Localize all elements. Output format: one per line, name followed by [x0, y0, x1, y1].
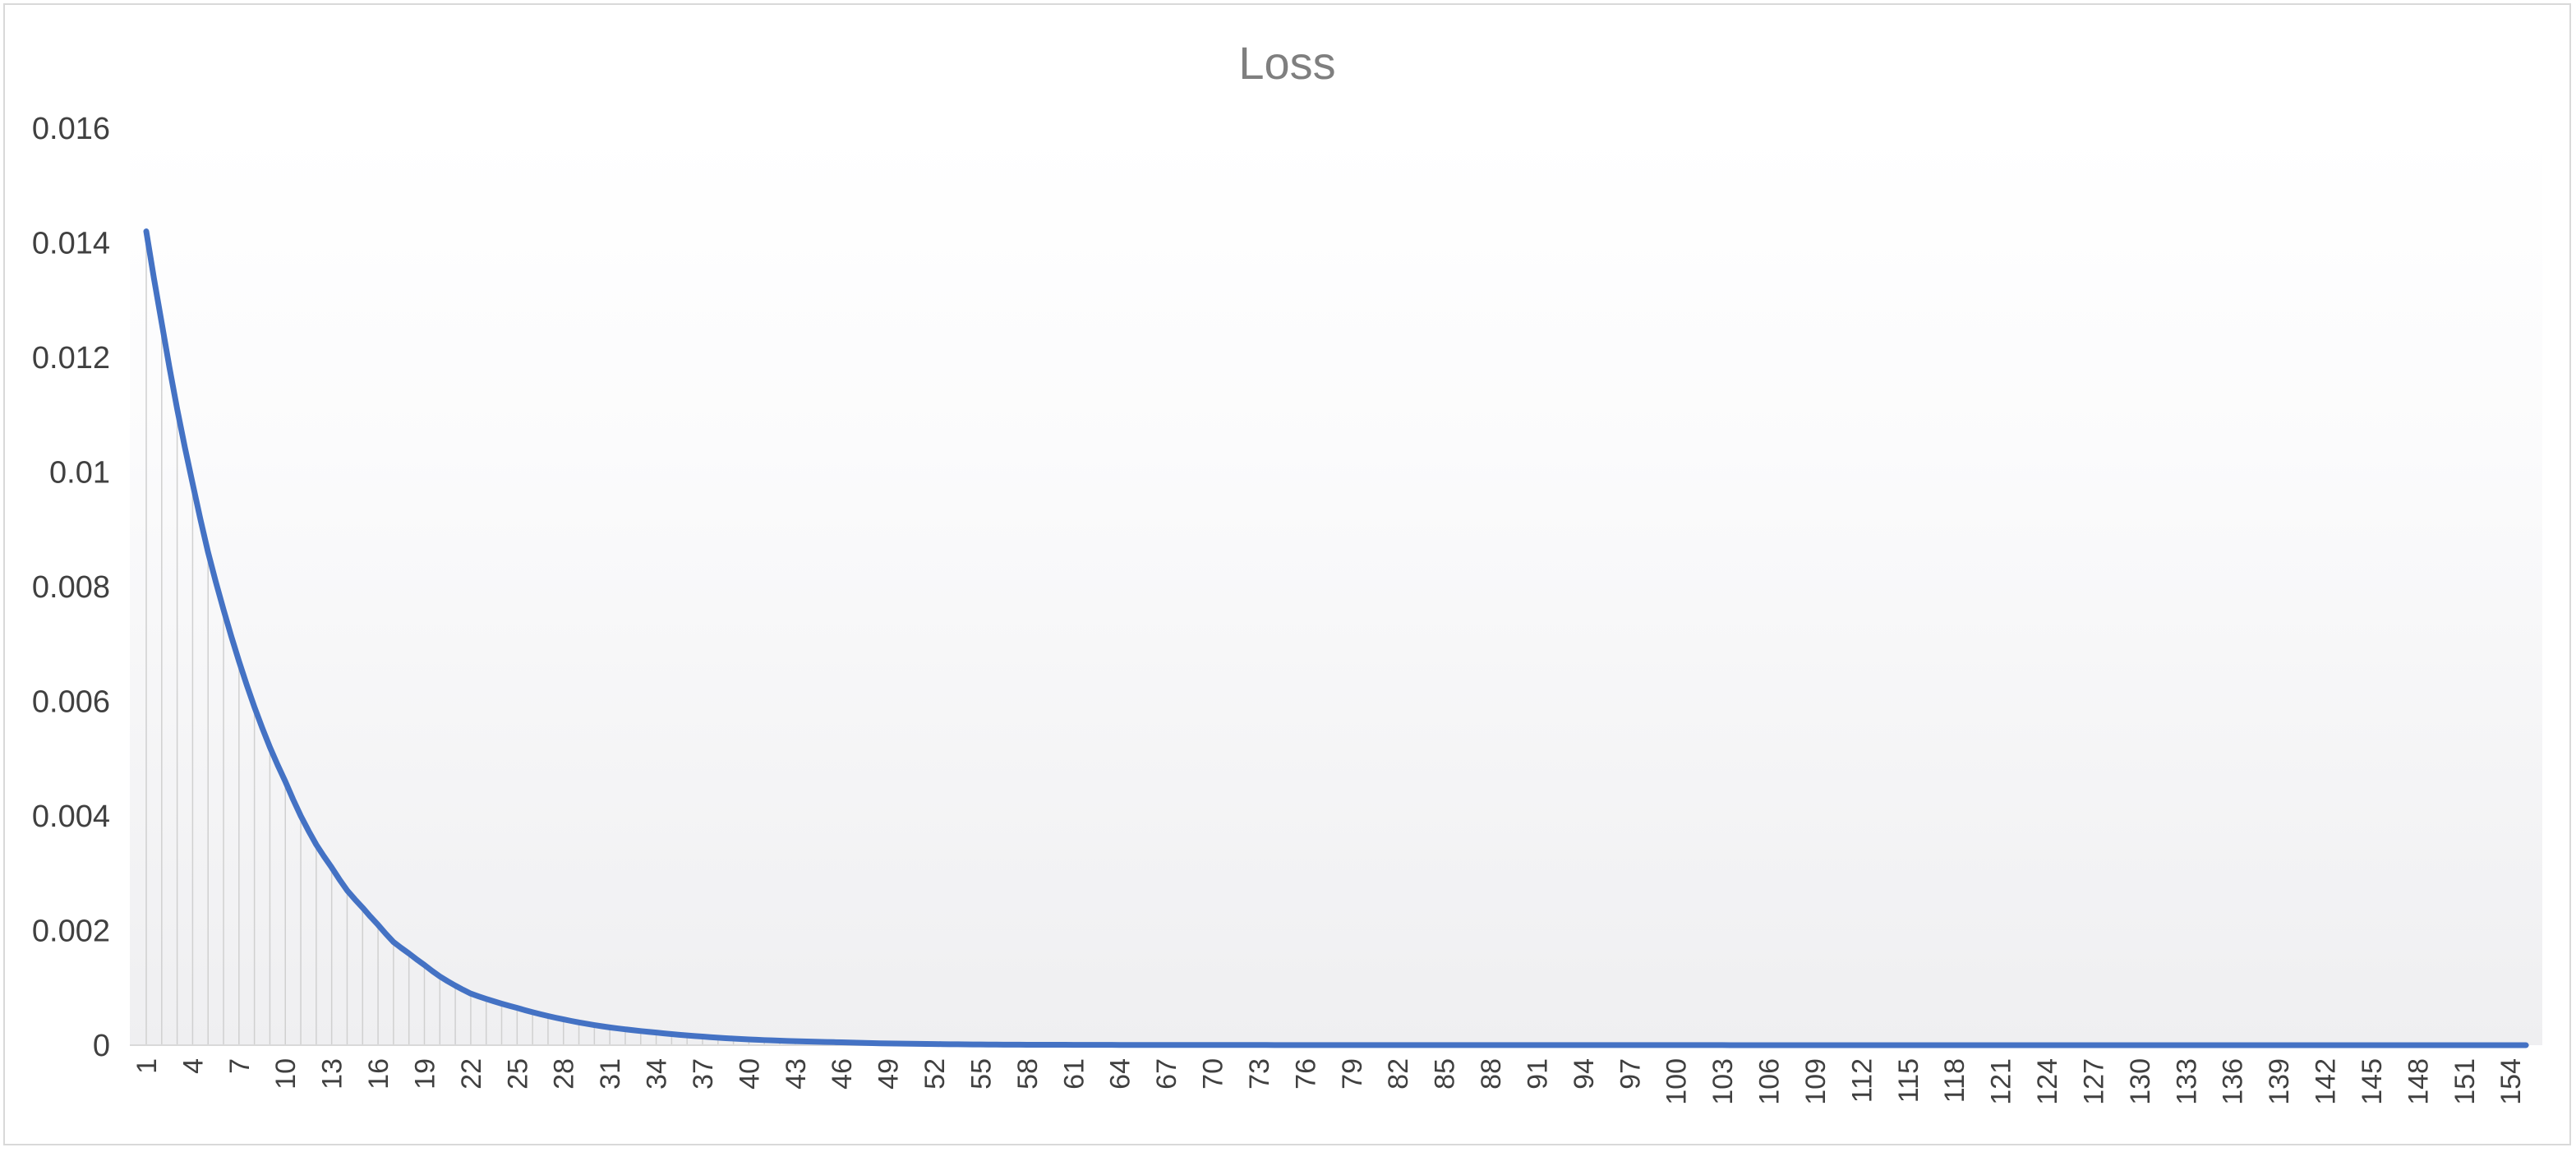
x-tick-label: 10 — [270, 1058, 302, 1090]
x-tick-label: 4 — [177, 1058, 209, 1074]
x-tick-label: 31 — [595, 1058, 626, 1090]
x-tick-label: 133 — [2171, 1058, 2202, 1105]
x-tick-label: 19 — [409, 1058, 440, 1090]
x-tick-label: 25 — [502, 1058, 533, 1090]
x-tick-label: 106 — [1754, 1058, 1786, 1105]
y-tick-label: 0.016 — [32, 112, 110, 146]
plot-background — [130, 128, 2542, 1045]
x-tick-label: 61 — [1058, 1058, 1090, 1090]
x-tick-label: 142 — [2311, 1058, 2342, 1105]
x-tick-label: 34 — [642, 1058, 673, 1090]
x-tick-label: 85 — [1430, 1058, 1461, 1090]
x-tick-label: 79 — [1337, 1058, 1368, 1090]
chart-plot: 0 0.002 0.004 0.006 0.008 0.01 0.012 0.014 0.016… — [32, 112, 2542, 1105]
x-tick-label: 37 — [688, 1058, 719, 1090]
y-tick-label: 0.014 — [32, 227, 110, 261]
y-tick-label: 0.006 — [32, 685, 110, 720]
x-tick-label: 64 — [1105, 1058, 1136, 1090]
x-tick-label: 145 — [2357, 1058, 2388, 1105]
x-tick-label: 67 — [1151, 1058, 1182, 1090]
x-tick-label: 97 — [1615, 1058, 1646, 1090]
x-tick-label: 139 — [2264, 1058, 2295, 1105]
x-tick-label: 154 — [2495, 1058, 2527, 1105]
x-tick-label: 28 — [549, 1058, 580, 1090]
x-tick-label: 109 — [1800, 1058, 1832, 1105]
x-tick-label: 1 — [131, 1058, 163, 1074]
x-tick-label: 52 — [919, 1058, 951, 1090]
x-tick-label: 148 — [2403, 1058, 2434, 1105]
x-tick-label: 112 — [1846, 1058, 1878, 1103]
x-tick-label: 124 — [2032, 1058, 2063, 1105]
x-tick-label: 22 — [456, 1058, 487, 1090]
chart-title: Loss — [1238, 37, 1336, 89]
chart-frame: Loss 0 0.002 0.004 0.006 0.008 0.01 0.012 0.014… — [3, 3, 2571, 1145]
y-tick-label: 0.012 — [32, 341, 110, 376]
x-tick-label: 130 — [2125, 1058, 2156, 1105]
x-tick-label: 115 — [1893, 1058, 1924, 1103]
x-tick-label: 94 — [1569, 1058, 1600, 1090]
x-tick-label: 76 — [1290, 1058, 1321, 1090]
y-axis: 0 0.002 0.004 0.006 0.008 0.01 0.012 0.014 0.016 — [32, 112, 110, 1063]
x-tick-label: 82 — [1383, 1058, 1414, 1090]
x-tick-label: 103 — [1707, 1058, 1739, 1105]
x-tick-label: 40 — [734, 1058, 765, 1090]
y-tick-label: 0.002 — [32, 915, 110, 949]
y-tick-label: 0.004 — [32, 799, 110, 834]
x-tick-label: 91 — [1522, 1058, 1553, 1090]
x-tick-label: 136 — [2218, 1058, 2249, 1105]
y-tick-label: 0.01 — [49, 456, 110, 491]
x-tick-label: 121 — [1986, 1058, 2017, 1105]
x-axis: 1 4 7 10 13 16 19 22 25 28 31 34 37 40 43 46 49 52 55 58 61 6… — [131, 1058, 2527, 1105]
x-tick-label: 118 — [1939, 1058, 1970, 1103]
x-tick-label: 49 — [873, 1058, 905, 1090]
x-tick-label: 73 — [1244, 1058, 1275, 1090]
x-tick-label: 151 — [2449, 1058, 2481, 1105]
x-tick-label: 13 — [317, 1058, 348, 1090]
y-tick-label: 0 — [93, 1029, 110, 1063]
x-tick-label: 55 — [965, 1058, 997, 1090]
y-tick-label: 0.008 — [32, 570, 110, 605]
x-tick-label: 16 — [363, 1058, 394, 1090]
x-tick-label: 7 — [224, 1058, 256, 1074]
x-tick-label: 43 — [781, 1058, 812, 1090]
x-tick-label: 127 — [2078, 1058, 2109, 1105]
x-tick-label: 70 — [1198, 1058, 1229, 1090]
x-tick-label: 100 — [1661, 1058, 1693, 1105]
x-tick-label: 46 — [827, 1058, 858, 1090]
x-tick-label: 58 — [1012, 1058, 1044, 1090]
x-tick-label: 88 — [1476, 1058, 1507, 1090]
series-line — [143, 228, 2529, 1048]
